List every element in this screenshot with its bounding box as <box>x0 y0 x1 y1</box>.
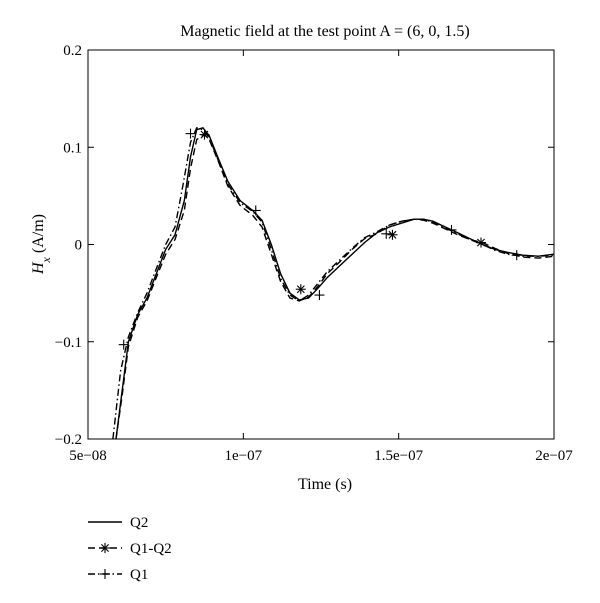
series-line-q1 <box>112 126 554 439</box>
y-tick-label: 0 <box>75 238 83 254</box>
marker-q1-q2 <box>295 284 306 295</box>
y-tick-label: 0.1 <box>63 140 82 156</box>
legend: Q2 Q1-Q2 Q1 <box>88 515 172 583</box>
x-tick-label: 1.5e−07 <box>374 448 423 464</box>
legend-marker <box>100 543 110 553</box>
y-tick-label: 0.2 <box>63 43 82 59</box>
legend-label: Q1 <box>130 567 148 583</box>
legend-entry-q1-q2: Q1-Q2 <box>88 541 172 557</box>
marker-q1 <box>250 205 261 216</box>
marker-q1-q2 <box>387 229 398 240</box>
series-line-q2 <box>115 126 554 439</box>
plot-area: 5e−08 1e−07 1.5e−07 2e−07 −0.2 −0.1 0 0.1 0.2 <box>55 43 574 464</box>
marker-q1 <box>446 224 457 235</box>
legend-entry-q2: Q2 <box>88 515 148 531</box>
x-axis-label: Time (s) <box>298 476 352 493</box>
marker-q1-q2 <box>475 237 486 248</box>
marker-q1 <box>118 339 129 350</box>
x-tick-label: 1e−07 <box>225 448 263 464</box>
x-tick-label: 2e−07 <box>535 448 573 464</box>
marker-q1-q2 <box>199 129 210 140</box>
marker-q1 <box>314 290 325 301</box>
series-line-q1-q2 <box>115 133 554 439</box>
marker-q1 <box>511 250 522 261</box>
legend-entry-q1: Q1 <box>88 567 148 583</box>
legend-label: Q2 <box>130 515 148 531</box>
legend-label: Q1-Q2 <box>130 541 172 557</box>
marker-q1 <box>381 228 392 239</box>
y-tick-label: −0.1 <box>55 335 82 351</box>
chart-title: Magnetic field at the test point A = (6,… <box>180 23 469 40</box>
y-tick-label: −0.2 <box>55 432 82 448</box>
legend-marker <box>100 569 110 579</box>
y-axis-label: Hx(A/m) <box>30 214 53 275</box>
x-tick-label: 5e−08 <box>69 448 107 464</box>
marker-q1 <box>185 128 196 139</box>
